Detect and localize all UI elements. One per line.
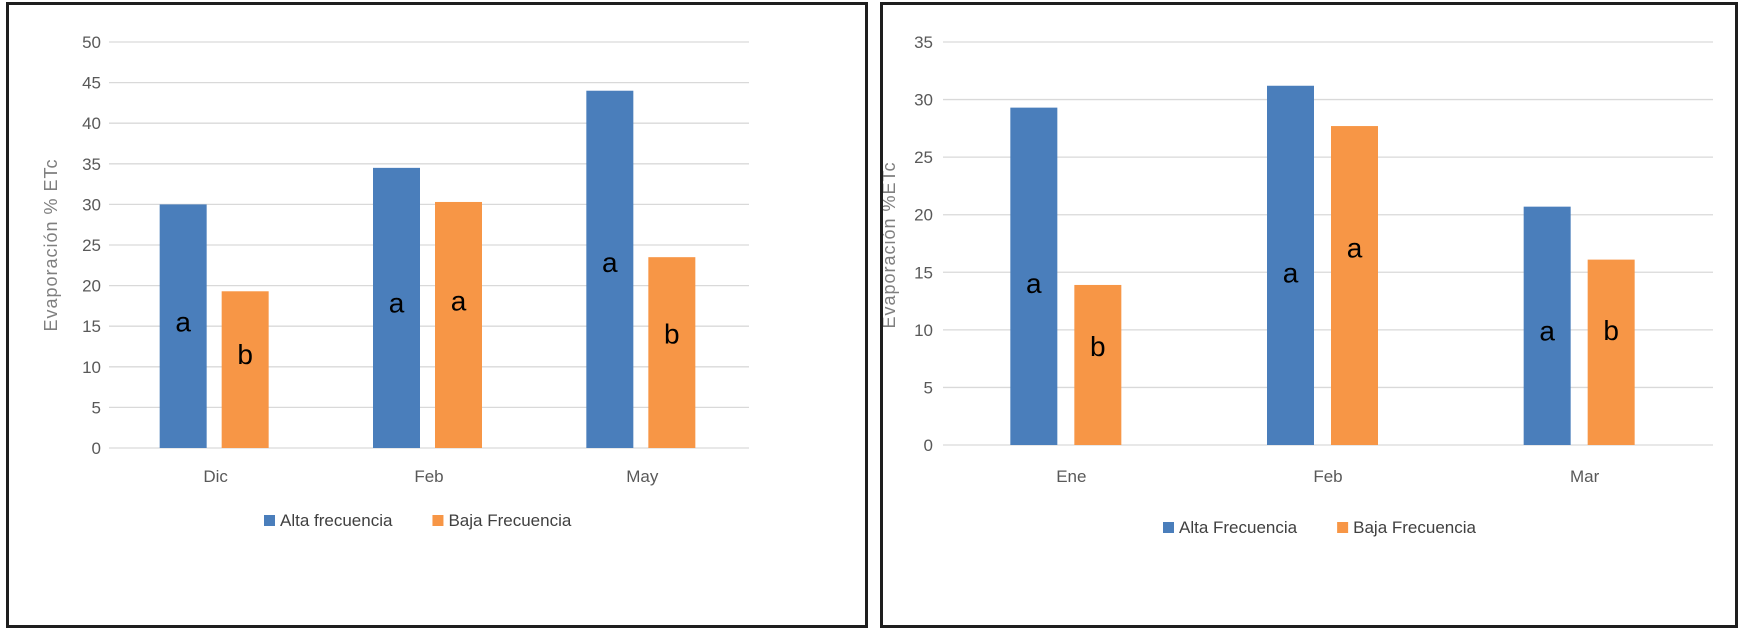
y-tick-label: 35 [82, 155, 101, 174]
bar [648, 257, 696, 448]
y-tick-label: 10 [82, 358, 101, 377]
chart-panel-right: 0 5 10 15 20 25 30 35 Evaporación %ETc a b Ene a a Feb… [880, 2, 1738, 628]
bar-significance-label: a [602, 247, 618, 278]
x-category-label: Mar [1570, 467, 1600, 486]
y-axis-label: Evaporación % ETc [41, 158, 61, 331]
x-category-label: Dic [203, 467, 228, 486]
x-category-label: Feb [1313, 467, 1342, 486]
legend-swatch [432, 515, 444, 526]
y-tick-label: 20 [914, 206, 933, 225]
y-axis-label: Evaporación %ETc [883, 161, 899, 328]
y-tick-label: 10 [914, 321, 933, 340]
y-tick-label: 0 [92, 439, 101, 458]
y-tick-label: 0 [924, 436, 933, 455]
bar-significance-label: a [389, 287, 405, 318]
bar-significance-label: b [237, 339, 253, 370]
bar [1331, 126, 1378, 445]
y-tick-label: 35 [914, 33, 933, 52]
bar [159, 204, 207, 448]
bar [1074, 284, 1122, 445]
bar-significance-label: a [1539, 316, 1555, 347]
y-tick-label: 30 [914, 91, 933, 110]
bar-significance-label: a [451, 285, 467, 316]
legend-swatch [264, 515, 275, 526]
bar [435, 201, 482, 448]
bar [1523, 206, 1571, 445]
legend-swatch [1163, 522, 1174, 533]
y-tick-label: 15 [914, 263, 933, 282]
y-tick-label: 25 [914, 148, 933, 167]
y-tick-label: 20 [82, 277, 101, 296]
bar [373, 167, 420, 449]
y-tick-label: 15 [82, 317, 101, 336]
bar [586, 90, 634, 448]
y-tick-label: 30 [82, 195, 101, 214]
legend-swatch [1337, 522, 1349, 533]
y-tick-label: 40 [82, 114, 101, 133]
x-category-label: May [626, 467, 659, 486]
bar-significance-label: b [1090, 331, 1106, 362]
bar [1010, 107, 1058, 445]
legend-label: Baja Frecuencia [448, 511, 571, 530]
chart-right: 0 5 10 15 20 25 30 35 Evaporación %ETc a b Ene a a Feb… [883, 33, 1713, 537]
bar-significance-label: a [1283, 258, 1299, 289]
x-category-label: Feb [414, 467, 443, 486]
x-category-label: Ene [1056, 467, 1086, 486]
y-tick-label: 25 [82, 236, 101, 255]
bar-significance-label: a [1026, 268, 1042, 299]
bar [1587, 259, 1635, 445]
bar [221, 291, 269, 448]
bar [1267, 85, 1314, 446]
bar-significance-label: a [1347, 232, 1363, 263]
y-tick-label: 50 [82, 33, 101, 52]
y-tick-label: 5 [92, 398, 101, 417]
legend-label: Baja Frecuencia [1353, 518, 1476, 537]
legend-label: Alta Frecuencia [1179, 518, 1298, 537]
chart-panel-left: 0 5 10 15 20 25 30 35 40 45 50 Evaporación % ETc a b D… [6, 2, 868, 628]
chart-left: 0 5 10 15 20 25 30 35 40 45 50 Evaporación % ETc a b D… [41, 33, 749, 530]
bar-significance-label: b [1603, 315, 1619, 346]
bar-significance-label: a [175, 306, 191, 337]
legend-label: Alta frecuencia [280, 511, 393, 530]
bar-significance-label: b [664, 319, 680, 350]
y-tick-label: 5 [924, 378, 933, 397]
y-tick-label: 45 [82, 74, 101, 93]
